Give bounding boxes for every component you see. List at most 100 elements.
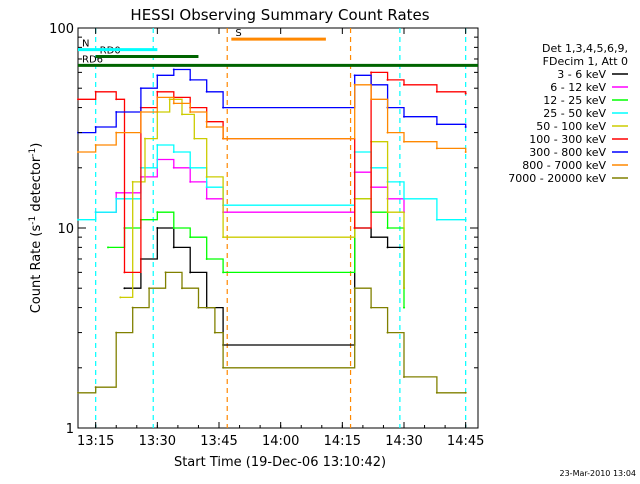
- legend-header-1: FDecim 1, Att 0: [543, 55, 628, 68]
- bar-label-rd6: RD6: [82, 54, 103, 65]
- series-1-point-5: [189, 180, 192, 183]
- series-3-point-1: [94, 211, 97, 214]
- series-7-point-10: [370, 98, 373, 101]
- bar-label-n: N: [82, 39, 89, 50]
- series-7-point-2: [115, 131, 118, 134]
- series-8-point-10: [353, 287, 356, 290]
- series-4-point-1: [131, 180, 134, 183]
- series-7-point-0: [77, 150, 79, 153]
- series-0-point-2: [156, 227, 159, 229]
- bar-label-s: S: [235, 28, 241, 39]
- y-tick-label-0: 1: [66, 422, 74, 437]
- series-8-point-4: [148, 287, 151, 290]
- series-3-point-7: [205, 186, 208, 189]
- series-4-point-0: [119, 296, 122, 299]
- y-axis-label: Count Rate (s-1 detector-1): [28, 143, 44, 314]
- series-7-point-3: [139, 111, 142, 114]
- x-axis-label: Start Time (19-Dec-06 13:10:42): [174, 455, 386, 470]
- series-5-point-15: [464, 92, 467, 95]
- series-8-point-7: [197, 306, 200, 309]
- legend-label-1: 6 - 12 keV: [550, 81, 606, 94]
- series-line-4: [120, 98, 405, 299]
- series-group: [77, 68, 467, 394]
- series-8-point-15: [464, 391, 467, 394]
- series-0-point-4: [189, 271, 192, 274]
- series-4-point-4: [168, 98, 171, 101]
- series-8-point-2: [115, 331, 118, 334]
- series-8-point-1: [94, 386, 97, 389]
- series-2-point-0: [107, 246, 110, 249]
- series-8-point-13: [403, 375, 406, 378]
- series-7-point-7: [205, 125, 208, 128]
- series-2-point-6: [205, 257, 208, 260]
- series-6-point-12: [403, 115, 406, 118]
- series-7-point-11: [386, 131, 389, 134]
- series-line-0: [124, 227, 405, 346]
- series-8-point-5: [164, 271, 167, 274]
- x-tick-label-6: 14:45: [447, 434, 484, 449]
- series-3-point-4: [156, 144, 159, 147]
- legend-label-3: 25 - 50 keV: [543, 107, 606, 120]
- x-tick-label-0: 13:15: [77, 434, 114, 449]
- series-7-point-8: [222, 137, 225, 140]
- y-axis-label-mid: detector: [29, 156, 44, 216]
- series-line-5: [78, 71, 467, 274]
- series-line-6: [78, 68, 467, 134]
- series-6-point-9: [353, 74, 356, 77]
- series-7-point-6: [189, 111, 192, 114]
- legend-label-2: 12 - 25 keV: [543, 94, 606, 107]
- y-tick-label-1: 10: [57, 222, 74, 237]
- chart-title: HESSI Observing Summary Count Rates: [130, 6, 429, 24]
- series-2-point-4: [172, 227, 175, 229]
- series-8-point-14: [435, 391, 438, 394]
- series-8-point-11: [370, 306, 373, 309]
- series-8-point-12: [386, 331, 389, 334]
- x-tick-label-4: 14:15: [324, 434, 361, 449]
- series-8-point-0: [77, 391, 79, 394]
- series-7-point-4: [156, 96, 159, 99]
- series-7-point-5: [172, 102, 175, 105]
- series-0-point-3: [172, 246, 175, 249]
- series-6-point-14: [464, 125, 467, 128]
- series-6-point-8: [222, 106, 225, 109]
- series-0-point-0: [123, 287, 126, 290]
- series-5-point-0: [77, 98, 79, 101]
- y-axis-label-sup1: -1: [28, 216, 38, 225]
- series-5-point-1: [94, 90, 97, 93]
- series-4-point-7: [205, 175, 208, 178]
- series-4-point-2: [144, 137, 147, 140]
- series-7-point-13: [435, 147, 438, 150]
- series-4-point-5: [181, 113, 184, 116]
- series-0-point-8: [370, 236, 373, 239]
- series-8-point-9: [222, 366, 225, 369]
- series-5-point-10: [353, 227, 356, 229]
- series-3-point-12: [403, 197, 406, 200]
- legend: Det 1,3,4,5,6,9,FDecim 1, Att 03 - 6 keV…: [508, 42, 628, 185]
- legend-label-5: 100 - 300 keV: [529, 133, 606, 146]
- saa-reference-lines: [95, 28, 467, 428]
- x-tick-label-2: 13:45: [200, 434, 237, 449]
- legend-label-0: 3 - 6 keV: [557, 68, 606, 81]
- series-5-point-2: [115, 98, 118, 101]
- series-8-point-6: [181, 287, 184, 290]
- series-7-point-1: [94, 144, 97, 147]
- y-axis-ticks: 1 10 100: [49, 22, 478, 437]
- series-7-point-9: [353, 83, 356, 86]
- series-5-point-14: [435, 90, 438, 93]
- series-1-point-1: [115, 191, 118, 194]
- series-2-point-10: [386, 227, 389, 229]
- series-3-point-2: [115, 197, 118, 200]
- series-5-point-11: [370, 71, 373, 74]
- series-2-point-3: [156, 211, 159, 214]
- x-tick-label-5: 14:30: [385, 434, 422, 449]
- series-2-point-5: [189, 236, 192, 239]
- x-tick-label-1: 13:30: [139, 434, 176, 449]
- series-1-point-4: [172, 166, 175, 169]
- series-6-point-13: [435, 123, 438, 126]
- y-axis-label-end: ): [29, 143, 44, 148]
- y-axis-label-main: Count Rate (s: [29, 225, 44, 314]
- series-4-point-8: [222, 236, 225, 239]
- footer-date: 23-Mar-2010 13:04: [560, 469, 637, 478]
- series-4-point-11: [386, 211, 389, 214]
